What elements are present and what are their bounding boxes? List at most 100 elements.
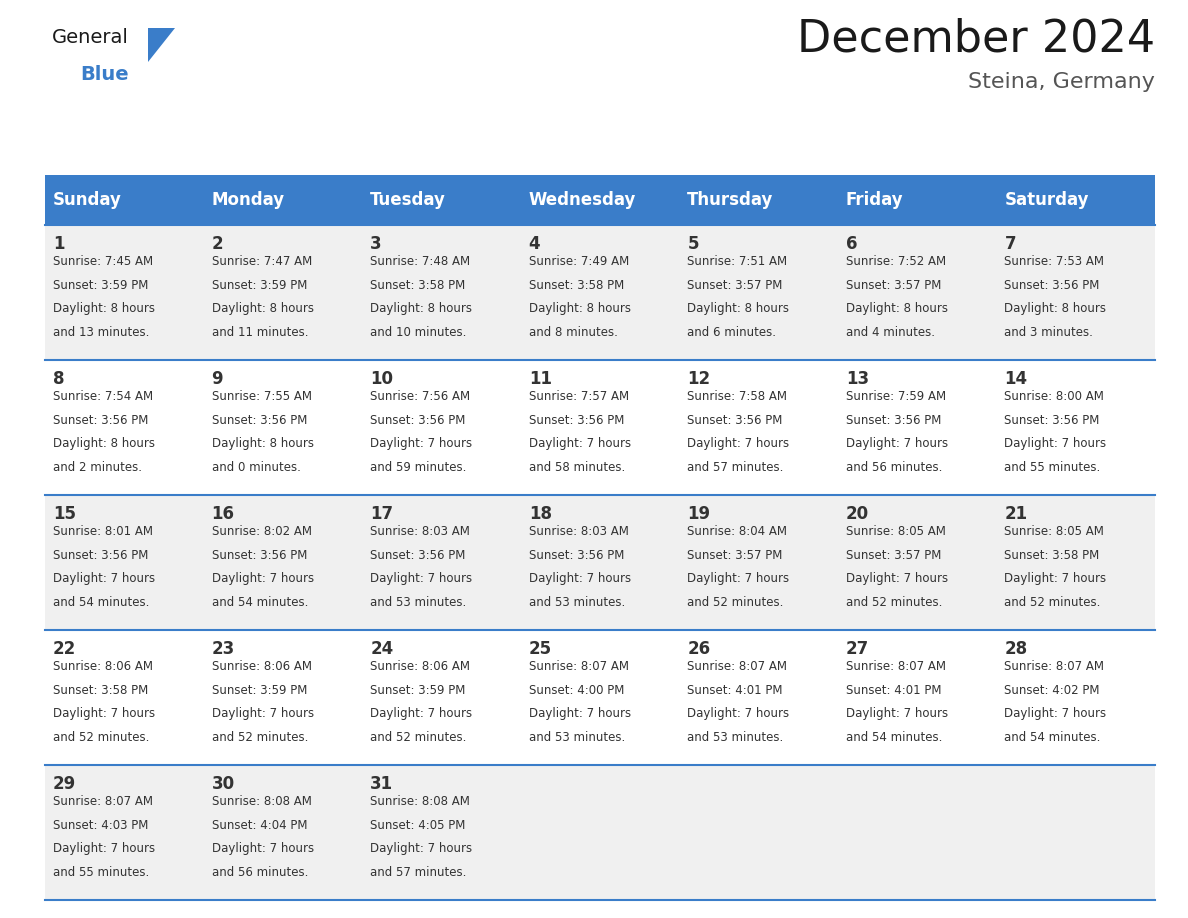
- Bar: [45, 175, 203, 225]
- Text: Daylight: 8 hours: Daylight: 8 hours: [53, 302, 154, 315]
- Text: 15: 15: [53, 505, 76, 523]
- Bar: [997, 495, 1155, 630]
- Text: Sunrise: 8:07 AM: Sunrise: 8:07 AM: [1004, 660, 1105, 673]
- Text: 24: 24: [371, 640, 393, 658]
- Text: Daylight: 7 hours: Daylight: 7 hours: [211, 707, 314, 721]
- Text: and 3 minutes.: and 3 minutes.: [1004, 326, 1093, 339]
- Text: Daylight: 7 hours: Daylight: 7 hours: [371, 842, 473, 856]
- Text: Sunset: 3:59 PM: Sunset: 3:59 PM: [53, 279, 148, 292]
- Text: and 53 minutes.: and 53 minutes.: [529, 596, 625, 609]
- Text: Sunset: 4:04 PM: Sunset: 4:04 PM: [211, 819, 307, 832]
- Text: Sunset: 4:05 PM: Sunset: 4:05 PM: [371, 819, 466, 832]
- Text: Sunrise: 7:45 AM: Sunrise: 7:45 AM: [53, 255, 153, 268]
- Text: Sunrise: 8:05 AM: Sunrise: 8:05 AM: [1004, 525, 1105, 538]
- Bar: [997, 360, 1155, 495]
- Bar: [45, 225, 203, 360]
- Text: 23: 23: [211, 640, 235, 658]
- Text: Sunset: 3:56 PM: Sunset: 3:56 PM: [846, 414, 941, 427]
- Text: and 57 minutes.: and 57 minutes.: [371, 866, 467, 879]
- Bar: [680, 630, 838, 765]
- Text: and 52 minutes.: and 52 minutes.: [53, 731, 150, 744]
- Text: Daylight: 8 hours: Daylight: 8 hours: [211, 437, 314, 450]
- Text: and 4 minutes.: and 4 minutes.: [846, 326, 935, 339]
- Bar: [520, 630, 680, 765]
- Text: Daylight: 7 hours: Daylight: 7 hours: [53, 842, 156, 856]
- Text: and 56 minutes.: and 56 minutes.: [211, 866, 308, 879]
- Bar: [838, 765, 997, 900]
- Text: Sunrise: 7:58 AM: Sunrise: 7:58 AM: [688, 390, 788, 403]
- Bar: [838, 360, 997, 495]
- Text: and 13 minutes.: and 13 minutes.: [53, 326, 150, 339]
- Text: Steina, Germany: Steina, Germany: [968, 72, 1155, 92]
- Bar: [362, 225, 520, 360]
- Text: Daylight: 7 hours: Daylight: 7 hours: [1004, 572, 1106, 586]
- Text: and 55 minutes.: and 55 minutes.: [1004, 461, 1100, 474]
- Text: General: General: [52, 28, 128, 47]
- Text: and 11 minutes.: and 11 minutes.: [211, 326, 308, 339]
- Text: 4: 4: [529, 235, 541, 253]
- Text: Daylight: 7 hours: Daylight: 7 hours: [371, 572, 473, 586]
- Text: 13: 13: [846, 370, 868, 388]
- Text: Sunset: 3:58 PM: Sunset: 3:58 PM: [371, 279, 466, 292]
- Text: Daylight: 7 hours: Daylight: 7 hours: [688, 437, 789, 450]
- Text: Sunset: 3:56 PM: Sunset: 3:56 PM: [688, 414, 783, 427]
- Text: Sunset: 3:59 PM: Sunset: 3:59 PM: [371, 684, 466, 697]
- Text: and 53 minutes.: and 53 minutes.: [529, 731, 625, 744]
- Text: 18: 18: [529, 505, 551, 523]
- Bar: [362, 360, 520, 495]
- Text: Daylight: 7 hours: Daylight: 7 hours: [1004, 707, 1106, 721]
- Bar: [45, 360, 203, 495]
- Text: Sunrise: 8:07 AM: Sunrise: 8:07 AM: [53, 795, 153, 808]
- Text: Sunset: 3:56 PM: Sunset: 3:56 PM: [211, 414, 307, 427]
- Text: 7: 7: [1004, 235, 1016, 253]
- Text: Sunrise: 8:08 AM: Sunrise: 8:08 AM: [371, 795, 470, 808]
- Text: and 52 minutes.: and 52 minutes.: [371, 731, 467, 744]
- Text: 3: 3: [371, 235, 381, 253]
- Text: 1: 1: [53, 235, 64, 253]
- Text: and 54 minutes.: and 54 minutes.: [53, 596, 150, 609]
- Text: Sunset: 3:59 PM: Sunset: 3:59 PM: [211, 684, 307, 697]
- Text: Sunrise: 7:53 AM: Sunrise: 7:53 AM: [1004, 255, 1105, 268]
- Bar: [838, 630, 997, 765]
- Text: Sunset: 3:57 PM: Sunset: 3:57 PM: [688, 279, 783, 292]
- Bar: [997, 225, 1155, 360]
- Text: and 55 minutes.: and 55 minutes.: [53, 866, 150, 879]
- Text: 31: 31: [371, 775, 393, 793]
- Text: Sunrise: 7:59 AM: Sunrise: 7:59 AM: [846, 390, 946, 403]
- Text: 27: 27: [846, 640, 870, 658]
- Text: Sunrise: 8:02 AM: Sunrise: 8:02 AM: [211, 525, 311, 538]
- Bar: [520, 765, 680, 900]
- Bar: [362, 765, 520, 900]
- Text: Sunset: 3:56 PM: Sunset: 3:56 PM: [53, 414, 148, 427]
- Text: Sunset: 3:56 PM: Sunset: 3:56 PM: [53, 549, 148, 562]
- Text: Daylight: 7 hours: Daylight: 7 hours: [1004, 437, 1106, 450]
- Text: Daylight: 8 hours: Daylight: 8 hours: [846, 302, 948, 315]
- Text: and 52 minutes.: and 52 minutes.: [1004, 596, 1101, 609]
- Text: and 52 minutes.: and 52 minutes.: [846, 596, 942, 609]
- Bar: [997, 630, 1155, 765]
- Text: Sunrise: 8:07 AM: Sunrise: 8:07 AM: [529, 660, 628, 673]
- Text: Blue: Blue: [80, 65, 128, 84]
- Text: Thursday: Thursday: [688, 191, 773, 209]
- Bar: [362, 175, 520, 225]
- Text: and 56 minutes.: and 56 minutes.: [846, 461, 942, 474]
- Text: 10: 10: [371, 370, 393, 388]
- Bar: [680, 765, 838, 900]
- Text: Daylight: 7 hours: Daylight: 7 hours: [688, 572, 789, 586]
- Bar: [520, 495, 680, 630]
- Bar: [203, 360, 362, 495]
- Text: and 6 minutes.: and 6 minutes.: [688, 326, 776, 339]
- Text: Daylight: 8 hours: Daylight: 8 hours: [211, 302, 314, 315]
- Text: Daylight: 7 hours: Daylight: 7 hours: [846, 707, 948, 721]
- Bar: [680, 360, 838, 495]
- Text: Sunrise: 7:49 AM: Sunrise: 7:49 AM: [529, 255, 628, 268]
- Text: Daylight: 7 hours: Daylight: 7 hours: [371, 707, 473, 721]
- Text: 9: 9: [211, 370, 223, 388]
- Text: Sunday: Sunday: [53, 191, 122, 209]
- Text: and 54 minutes.: and 54 minutes.: [1004, 731, 1101, 744]
- Bar: [680, 175, 838, 225]
- Bar: [680, 495, 838, 630]
- Text: Daylight: 7 hours: Daylight: 7 hours: [53, 707, 156, 721]
- Text: Sunset: 3:56 PM: Sunset: 3:56 PM: [211, 549, 307, 562]
- Text: 2: 2: [211, 235, 223, 253]
